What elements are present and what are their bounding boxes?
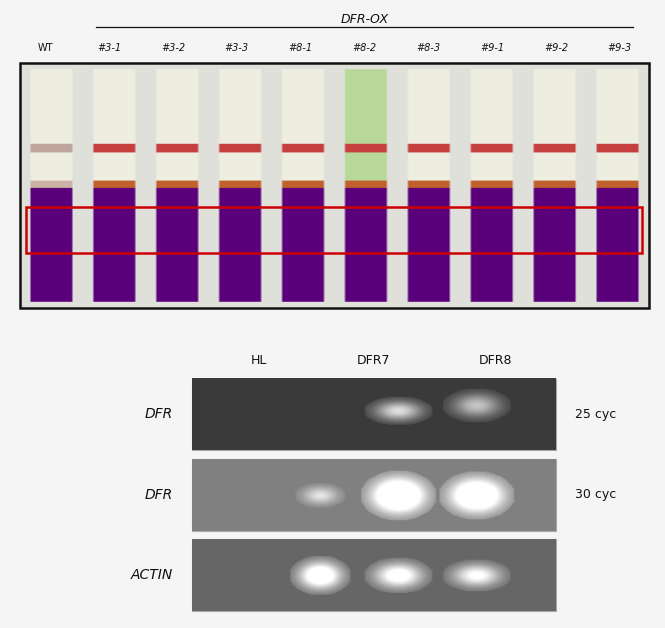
Bar [192,539,556,610]
Bar [192,458,556,531]
Text: #3-1: #3-1 [97,43,121,53]
Text: #9-2: #9-2 [544,43,568,53]
Text: 25 cyc: 25 cyc [575,408,616,421]
Text: #8-1: #8-1 [289,43,313,53]
Text: #9-1: #9-1 [480,43,504,53]
Bar [26,207,642,252]
Bar [20,63,648,308]
Text: ACTIN: ACTIN [130,568,173,582]
Bar [192,379,556,450]
Text: DFR: DFR [145,487,173,502]
Text: #3-3: #3-3 [225,43,249,53]
Text: WT: WT [37,43,53,53]
Text: #9-3: #9-3 [608,43,632,53]
Text: HL: HL [251,354,267,367]
Text: #3-2: #3-2 [161,43,185,53]
Text: #8-3: #8-3 [416,43,440,53]
Text: #8-2: #8-2 [352,43,376,53]
Text: DFR: DFR [145,408,173,421]
Text: 30 cyc: 30 cyc [575,488,616,501]
Text: DFR7: DFR7 [357,354,391,367]
Text: DFR8: DFR8 [479,354,512,367]
Text: DFR-OX: DFR-OX [340,13,388,26]
